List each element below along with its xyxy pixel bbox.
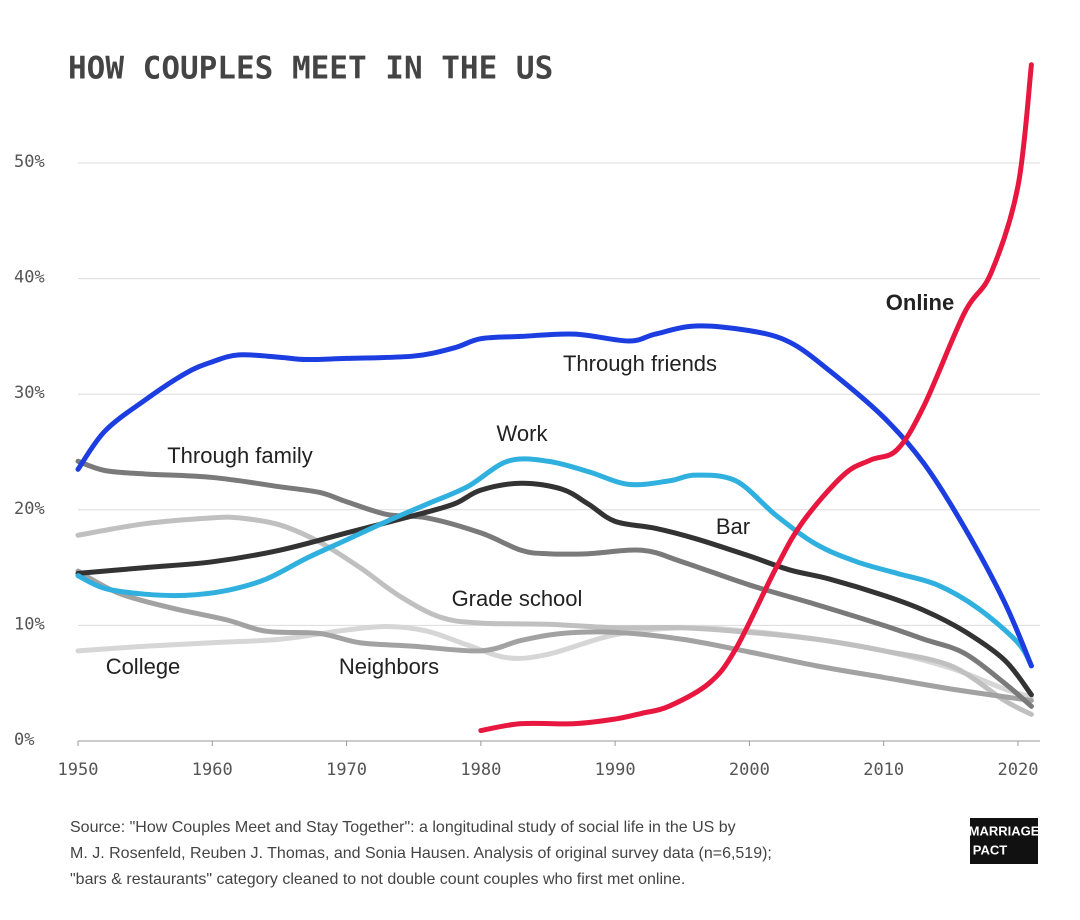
x-tick-label: 1980 bbox=[460, 760, 501, 780]
series-line bbox=[478, 62, 1034, 734]
source-line: Source: "How Couples Meet and Stay Toget… bbox=[70, 819, 736, 836]
series-line bbox=[75, 456, 1034, 669]
series-label: Neighbors bbox=[339, 654, 439, 679]
logo-text: PACT bbox=[973, 842, 1007, 857]
series-line bbox=[75, 323, 1034, 669]
logo-text: MARRIAGE bbox=[969, 823, 1040, 838]
x-tick-label: 1960 bbox=[192, 760, 233, 780]
x-tick-label: 1990 bbox=[595, 760, 636, 780]
x-tick-label: 1970 bbox=[326, 760, 367, 780]
series-label: Grade school bbox=[452, 586, 583, 611]
series-label: College bbox=[106, 654, 181, 679]
series-label: Work bbox=[497, 421, 549, 446]
source-line: "bars & restaurants" category cleaned to… bbox=[70, 871, 685, 888]
series-label: Through friends bbox=[563, 351, 717, 376]
logo-box bbox=[970, 818, 1038, 864]
series-line bbox=[75, 458, 1034, 709]
series-line bbox=[75, 624, 1034, 700]
series-line bbox=[75, 514, 1034, 717]
series-label: Through family bbox=[167, 443, 313, 468]
y-tick-label: 30% bbox=[14, 383, 45, 403]
chart-title: HOW COUPLES MEET IN THE US bbox=[68, 51, 553, 87]
plot: 0% 10% 20% 30% 40% 50% 1950 1960 1970 1980 1990 200… bbox=[14, 62, 1040, 780]
x-tick-label: 2020 bbox=[997, 760, 1038, 780]
y-tick-label: 0% bbox=[14, 730, 34, 750]
series-line bbox=[75, 568, 1034, 704]
series-line bbox=[75, 480, 1034, 698]
y-tick-label: 40% bbox=[14, 268, 45, 288]
y-tick-label: 10% bbox=[14, 614, 45, 634]
source-line: M. J. Rosenfeld, Reuben J. Thomas, and S… bbox=[70, 845, 772, 862]
x-tick-label: 2000 bbox=[729, 760, 770, 780]
series-label: Online bbox=[886, 290, 954, 315]
y-tick-label: 20% bbox=[14, 499, 45, 519]
x-tick-label: 2010 bbox=[863, 760, 904, 780]
x-tick-label: 1950 bbox=[58, 760, 99, 780]
y-tick-label: 50% bbox=[14, 152, 45, 172]
series-label: Bar bbox=[716, 514, 750, 539]
